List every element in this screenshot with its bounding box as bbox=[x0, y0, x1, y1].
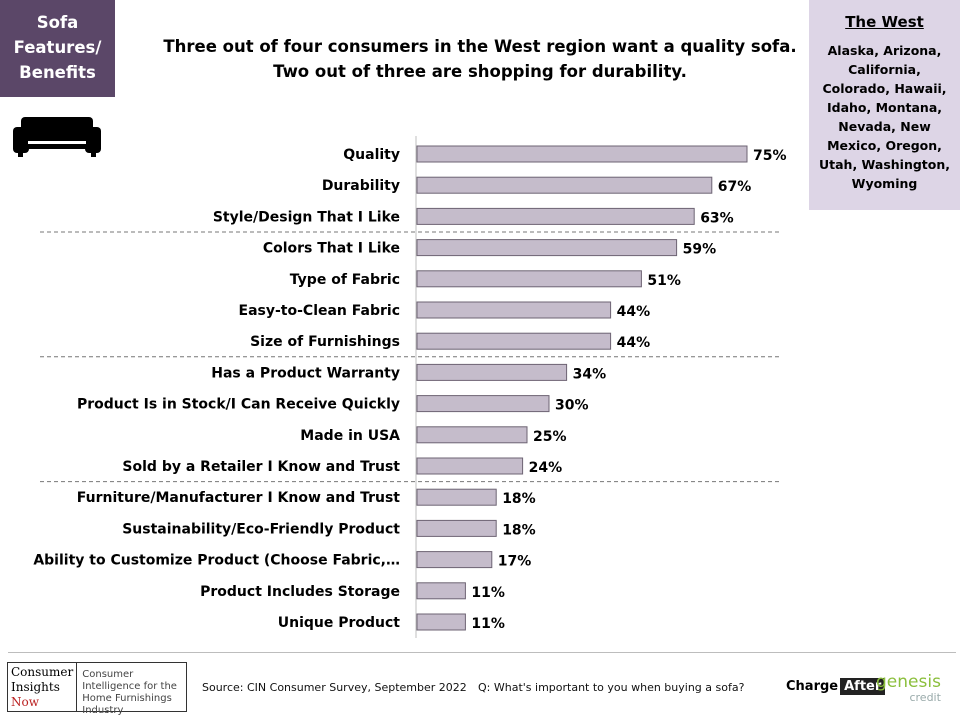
logo-word: Insights bbox=[11, 680, 60, 694]
category-label: Sold by a Retailer I Know and Trust bbox=[122, 459, 400, 475]
bar bbox=[416, 145, 748, 163]
region-title: The West bbox=[845, 13, 924, 31]
chargeafter-after: After bbox=[840, 678, 886, 695]
data-label: 59% bbox=[683, 242, 717, 258]
category-label: Colors That I Like bbox=[263, 241, 400, 257]
data-label: 34% bbox=[573, 366, 607, 382]
category-label: Unique Product bbox=[278, 615, 401, 631]
tag-line: Benefits bbox=[19, 63, 96, 82]
bar bbox=[416, 332, 612, 350]
data-label: 25% bbox=[533, 429, 567, 445]
source-note: Source: CIN Consumer Survey, September 2… bbox=[202, 681, 467, 694]
logo-word: Now bbox=[11, 695, 39, 709]
bar bbox=[416, 426, 528, 444]
genesis-word: genesis bbox=[876, 672, 941, 692]
cin-logo: Consumer Insights Now Consumer Intellige… bbox=[7, 662, 187, 716]
bar bbox=[416, 488, 497, 506]
category-label: Product Is in Stock/I Can Receive Quickl… bbox=[77, 397, 400, 413]
category-label: Product Includes Storage bbox=[200, 584, 400, 600]
bar bbox=[416, 582, 466, 600]
data-label: 11% bbox=[471, 616, 505, 632]
footer-divider bbox=[8, 652, 956, 653]
category-label: Ability to Customize Product (Choose Fab… bbox=[33, 553, 400, 569]
question-note: Q: What's important to you when buying a… bbox=[478, 681, 745, 694]
chargeafter-logo: Charge After bbox=[786, 678, 886, 695]
category-label: Type of Fabric bbox=[290, 272, 400, 288]
bar bbox=[416, 207, 695, 225]
bar bbox=[416, 613, 466, 631]
data-label: 51% bbox=[647, 273, 681, 289]
tag-line: Sofa bbox=[36, 13, 79, 32]
data-label: 11% bbox=[471, 585, 505, 601]
data-label: 24% bbox=[529, 460, 563, 476]
logo-word: Consumer bbox=[11, 665, 74, 679]
data-label: 18% bbox=[502, 522, 536, 538]
headline: Three out of four consumers in the West … bbox=[150, 34, 810, 84]
category-label: Has a Product Warranty bbox=[211, 365, 400, 381]
category-label: Furniture/Manufacturer I Know and Trust bbox=[77, 490, 401, 506]
data-label: 17% bbox=[498, 554, 532, 570]
bar-chart: Quality 75% Durability 67% Style/Design That… bbox=[33, 136, 787, 638]
cin-logo-tagline: Consumer Intelligence for the Home Furni… bbox=[82, 669, 177, 716]
data-label: 67% bbox=[718, 179, 752, 195]
data-label: 63% bbox=[700, 210, 734, 226]
category-label: Size of Furnishings bbox=[250, 334, 400, 350]
data-label: 44% bbox=[617, 304, 651, 320]
category-label: Made in USA bbox=[300, 428, 400, 444]
tag-line: Features/ bbox=[13, 38, 102, 57]
data-label: 18% bbox=[502, 491, 536, 507]
sofa-icon bbox=[13, 117, 101, 157]
bar bbox=[416, 519, 497, 537]
bar bbox=[416, 363, 568, 381]
genesis-logo: genesis credit bbox=[876, 674, 941, 706]
bar bbox=[416, 270, 642, 288]
bar bbox=[416, 457, 524, 475]
genesis-credit: credit bbox=[909, 691, 941, 704]
headline-line-1: Three out of four consumers in the West … bbox=[163, 37, 797, 56]
headline-line-2: Two out of three are shopping for durabi… bbox=[273, 62, 687, 81]
bar bbox=[416, 551, 493, 569]
category-label: Sustainability/Eco-Friendly Product bbox=[122, 521, 400, 537]
region-box: The West Alaska, Arizona, California, Co… bbox=[809, 0, 960, 210]
bar bbox=[416, 395, 550, 413]
section-tag: Sofa Features/ Benefits bbox=[0, 0, 115, 97]
bar bbox=[416, 239, 678, 257]
bar bbox=[416, 301, 612, 319]
category-label: Quality bbox=[343, 147, 400, 163]
data-label: 75% bbox=[753, 148, 787, 164]
data-label: 44% bbox=[617, 335, 651, 351]
chargeafter-charge: Charge bbox=[786, 679, 839, 694]
category-label: Easy-to-Clean Fabric bbox=[239, 303, 400, 319]
data-label: 30% bbox=[555, 398, 589, 414]
bar bbox=[416, 176, 713, 194]
region-states: Alaska, Arizona, California, Colorado, H… bbox=[818, 43, 951, 191]
category-label: Durability bbox=[322, 178, 400, 194]
category-label: Style/Design That I Like bbox=[213, 209, 400, 225]
cin-logo-mark: Consumer Insights Now bbox=[8, 663, 78, 711]
